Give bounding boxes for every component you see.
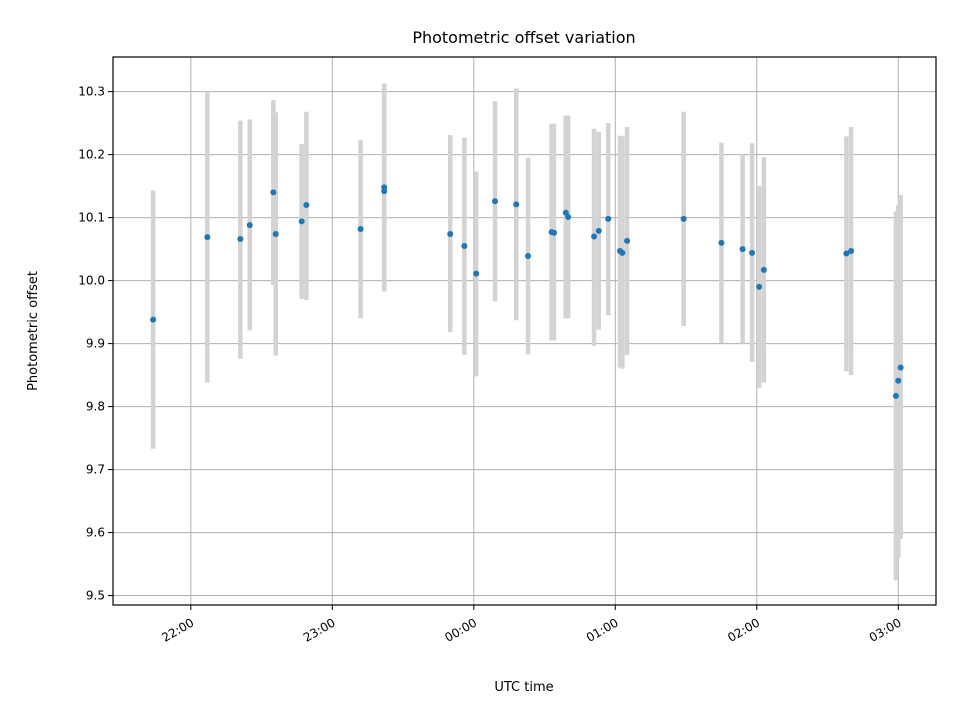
- y-tick-label: 10.0: [78, 274, 105, 288]
- x-axis-label: UTC time: [494, 680, 553, 695]
- data-point: [895, 377, 902, 384]
- data-point: [246, 222, 253, 229]
- data-point: [381, 184, 388, 191]
- y-tick-label: 9.8: [86, 400, 105, 414]
- data-point: [357, 225, 364, 232]
- data-point: [298, 218, 305, 225]
- data-point: [204, 234, 211, 241]
- y-tick-label: 10.1: [78, 211, 105, 225]
- data-point: [624, 237, 631, 244]
- data-point: [461, 242, 468, 249]
- data-point: [492, 198, 499, 205]
- y-tick-label: 10.3: [78, 85, 105, 99]
- data-point: [680, 215, 687, 222]
- data-point: [760, 266, 767, 273]
- chart-title: Photometric offset variation: [412, 28, 635, 47]
- y-tick-label: 9.9: [86, 337, 105, 351]
- data-point: [272, 230, 279, 237]
- data-point: [605, 215, 612, 222]
- data-point: [270, 189, 277, 196]
- data-point: [447, 230, 454, 237]
- y-tick-label: 9.5: [86, 589, 105, 603]
- data-point: [473, 270, 480, 277]
- data-point: [150, 316, 157, 323]
- data-points: [150, 184, 904, 399]
- data-point: [756, 283, 763, 290]
- data-point: [595, 227, 602, 234]
- data-point: [237, 236, 244, 243]
- y-axis-label: Photometric offset: [26, 271, 41, 391]
- data-point: [562, 209, 569, 216]
- y-axis-ticks: 9.5 9.6 9.7 9.8 9.9 10.0 10.1 10.2 10.3: [78, 85, 113, 603]
- plot-frame: [112, 56, 937, 606]
- y-tick-label: 9.6: [86, 526, 105, 540]
- data-point: [303, 202, 310, 209]
- y-tick-label: 10.2: [78, 148, 105, 162]
- data-point: [619, 249, 626, 256]
- data-point: [591, 233, 598, 240]
- data-point: [843, 250, 850, 257]
- data-point: [848, 248, 855, 255]
- data-point: [892, 392, 899, 399]
- data-point: [513, 201, 520, 208]
- data-point: [525, 253, 532, 260]
- data-point: [565, 213, 572, 220]
- y-tick-label: 9.7: [86, 463, 105, 477]
- data-point: [749, 249, 756, 256]
- data-point: [550, 229, 557, 236]
- data-point: [739, 246, 746, 253]
- data-point: [897, 364, 904, 371]
- data-point: [718, 239, 725, 246]
